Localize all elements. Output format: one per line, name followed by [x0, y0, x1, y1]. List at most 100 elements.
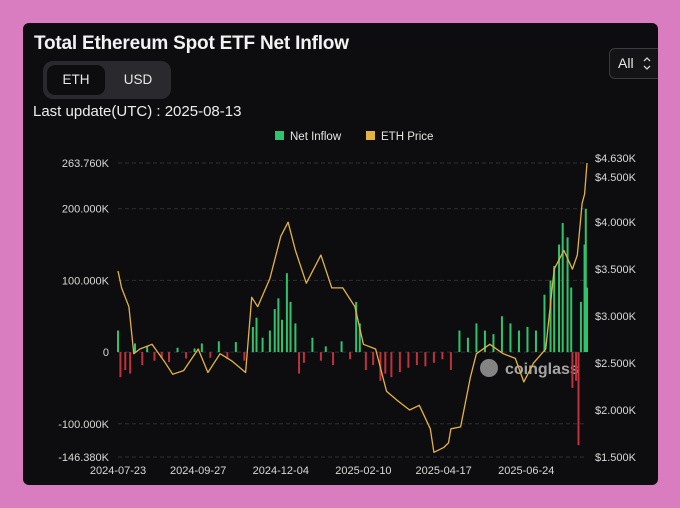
inflow-bar — [332, 352, 335, 365]
inflow-bar — [153, 352, 156, 361]
net-inflow-chart: 263.760K 200.000K 100.000K 0 -100.000K -146.3… — [58, 131, 637, 477]
unit-toggle-eth[interactable]: ETH — [47, 65, 105, 95]
inflow-bar — [577, 352, 580, 446]
inflow-bar — [268, 330, 271, 353]
x-axis-tick-label: 2024-12-04 — [253, 465, 309, 477]
inflow-bar — [129, 352, 132, 374]
x-axis-tick-label: 2025-04-17 — [415, 465, 471, 477]
inflow-bar — [583, 244, 586, 353]
unit-toggle: ETH USD — [43, 61, 171, 99]
inflow-bar — [294, 323, 297, 353]
legend-swatch — [275, 131, 284, 140]
right-axis-tick-label: $4.000K — [595, 217, 637, 229]
last-update-text: Last update(UTC) : 2025-08-13 — [33, 103, 242, 120]
inflow-bar — [398, 352, 401, 373]
inflow-bar — [561, 223, 564, 353]
inflow-bar — [449, 352, 452, 370]
inflow-bar — [311, 337, 314, 353]
inflow-bar — [553, 266, 556, 353]
inflow-bar — [243, 352, 246, 361]
range-select[interactable]: All — [609, 48, 658, 79]
inflow-bar — [119, 352, 122, 378]
inflow-bar — [298, 352, 301, 374]
left-axis-tick-label: 100.000K — [62, 275, 110, 287]
inflow-bar — [384, 352, 387, 374]
inflow-bar — [168, 352, 171, 363]
inflow-bar — [517, 330, 520, 353]
inflow-bar — [226, 352, 229, 360]
inflow-bar — [364, 352, 367, 370]
inflow-bar — [200, 343, 203, 353]
inflow-bar — [543, 294, 546, 353]
right-axis-tick-label: $3.000K — [595, 311, 637, 323]
inflow-bar — [358, 323, 361, 353]
left-axis-tick-label: 263.760K — [62, 158, 110, 170]
inflow-bar — [432, 352, 435, 363]
left-axis-tick-label: 200.000K — [62, 204, 110, 216]
eth-price-line — [117, 162, 588, 453]
inflow-bar — [424, 352, 427, 367]
inflow-bar — [475, 323, 478, 353]
right-axis-tick-label: $3.500K — [595, 264, 637, 276]
inflow-bar — [117, 330, 119, 353]
inflow-bar — [500, 316, 503, 353]
inflow-bar — [319, 352, 322, 361]
inflow-bar — [134, 343, 137, 353]
legend-swatch — [366, 131, 375, 140]
inflow-bar — [281, 319, 284, 353]
inflow-bar — [372, 352, 375, 365]
inflow-bar — [570, 287, 573, 353]
inflow-bar — [355, 301, 358, 353]
inflow-bar — [483, 330, 486, 353]
inflow-bar — [217, 341, 220, 353]
inflow-bar — [146, 346, 149, 353]
right-axis-tick-label: $4.500K — [595, 172, 637, 184]
chevron-updown-icon — [642, 49, 652, 90]
inflow-bar — [251, 326, 254, 353]
inflow-bar — [285, 273, 288, 353]
inflow-bar — [255, 317, 258, 353]
inflow-bar — [584, 208, 587, 353]
inflow-bar — [407, 352, 410, 368]
legend-label: Net Inflow — [290, 131, 342, 143]
left-axis-tick-label: -146.380K — [58, 452, 109, 464]
inflow-bar — [415, 352, 418, 365]
inflow-bar — [193, 348, 196, 353]
inflow-bar — [234, 342, 237, 353]
inflow-bar — [160, 352, 163, 358]
coinglass-logo-icon — [480, 359, 498, 377]
x-axis-tick-label: 2025-06-24 — [498, 465, 554, 477]
inflow-bar — [324, 346, 327, 353]
inflow-bar — [458, 330, 461, 353]
inflow-bar — [492, 334, 495, 353]
range-select-value: All — [618, 55, 634, 71]
inflow-bar — [526, 326, 529, 353]
right-axis-tick-label: $2.500K — [595, 358, 637, 370]
unit-toggle-usd[interactable]: USD — [123, 72, 153, 87]
inflow-bar — [349, 352, 352, 360]
inflow-bar — [273, 309, 276, 353]
inflow-bar — [185, 352, 188, 359]
inflow-bar — [390, 352, 393, 378]
inflow-bar — [141, 352, 144, 365]
inflow-bar — [441, 352, 444, 360]
inflow-bar — [575, 352, 578, 381]
inflow-bar — [549, 280, 552, 353]
inflow-bar — [534, 330, 537, 353]
left-axis-tick-label: 0 — [103, 347, 109, 359]
inflow-bar — [466, 337, 469, 353]
inflow-bar — [289, 301, 292, 353]
inflow-bar — [579, 301, 582, 353]
inflow-bar — [302, 352, 305, 363]
inflow-bar — [586, 287, 588, 353]
inflow-bar — [571, 352, 574, 388]
inflow-bar — [124, 352, 127, 370]
inflow-bar — [277, 298, 280, 353]
chart-card: Total Ethereum Spot ETF Net Inflow ETH U… — [23, 23, 658, 485]
left-axis-tick-label: -100.000K — [58, 419, 109, 431]
right-axis-tick-label: $1.500K — [595, 452, 637, 464]
inflow-bar — [340, 341, 343, 353]
page-title: Total Ethereum Spot ETF Net Inflow — [34, 33, 349, 54]
legend-label: ETH Price — [381, 131, 433, 143]
right-axis-tick-label: $4.630K — [595, 153, 637, 165]
